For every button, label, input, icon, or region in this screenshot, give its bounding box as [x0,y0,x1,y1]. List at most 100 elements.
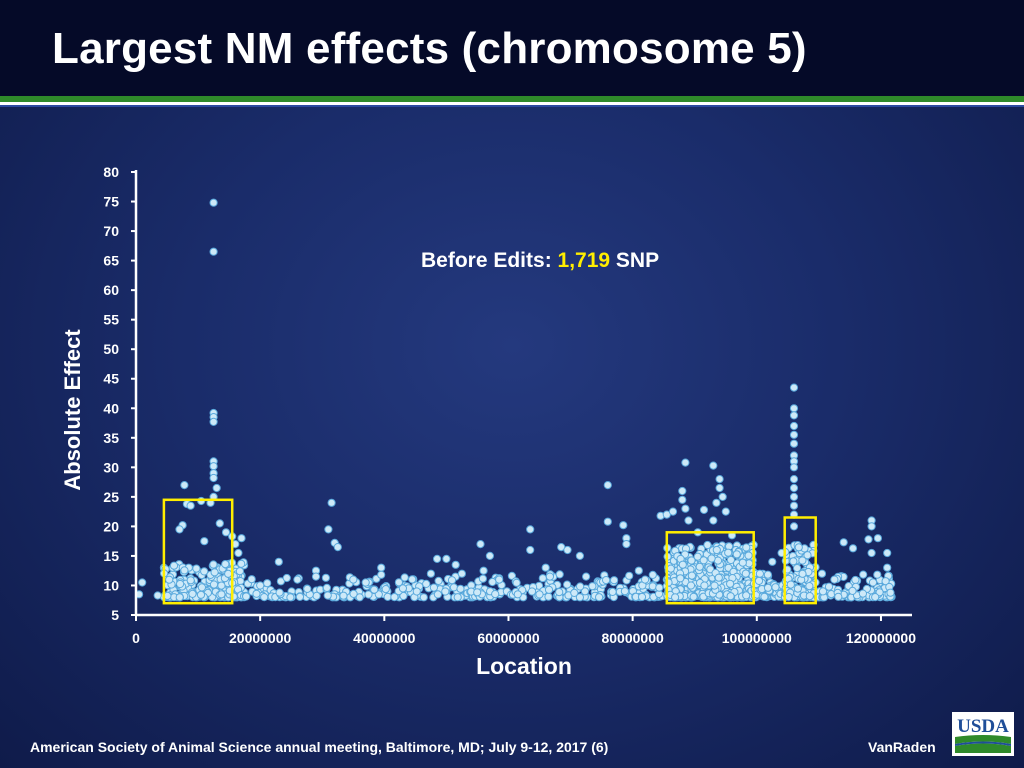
data-point [724,548,733,557]
data-point [721,507,730,516]
data-point [726,579,735,588]
data-point [293,575,302,584]
data-point [449,583,458,592]
data-point [377,563,386,572]
data-point [789,501,799,510]
data-point [252,589,261,598]
data-point [575,551,585,561]
data-point [286,593,295,602]
data-point [451,560,460,569]
data-point [370,585,379,594]
data-point [709,461,718,470]
data-point [247,575,256,584]
data-point [798,569,807,578]
data-point [408,575,417,584]
data-point [221,560,230,569]
data-point [322,583,331,593]
highlight-box [783,516,817,605]
data-point [602,576,611,585]
data-point [235,567,244,576]
data-point [215,519,224,528]
data-point [695,562,704,571]
title-bar: Largest NM effects (chromosome 5) [0,0,1024,96]
data-point [709,516,718,525]
data-point [830,575,839,584]
data-point [209,417,218,426]
data-point [755,569,765,578]
data-point [441,587,450,596]
data-point [718,492,727,501]
data-point [784,592,793,602]
data-point [805,592,814,601]
data-point [741,569,750,578]
data-point [744,551,753,560]
data-point [242,592,251,601]
data-point [217,581,226,590]
data-point [361,578,370,587]
data-point [535,590,544,599]
data-point [678,560,687,569]
data-point [803,551,812,560]
data-point [456,584,465,593]
data-point [789,439,799,448]
data-point [668,507,678,516]
data-point [138,578,147,587]
data-point [595,593,604,602]
data-point [544,585,554,594]
data-point [763,583,773,592]
slide-title: Largest NM effects (chromosome 5) [52,24,807,73]
data-point [858,589,868,598]
data-point [256,581,265,590]
data-point [324,525,333,534]
data-point [512,578,521,587]
data-point [217,590,226,599]
data-point [209,473,218,483]
data-point [200,537,209,546]
x-tick-label: 80000000 [601,630,664,646]
data-point [738,558,747,567]
data-point [603,481,612,490]
data-point [442,554,451,564]
data-point [883,548,892,558]
data-point [434,576,443,586]
data-point [655,583,664,592]
data-point [634,566,643,575]
data-point [303,584,312,594]
data-point [798,556,807,565]
data-point [364,590,373,599]
data-point [526,545,535,555]
data-point [867,548,876,558]
data-point [789,463,799,472]
data-point [789,383,799,392]
data-point [544,592,553,601]
data-point [209,198,218,207]
data-point [588,582,597,591]
data-point [648,570,657,580]
data-point [473,588,482,597]
data-point [622,540,631,549]
x-tick-label: 120000000 [846,630,916,646]
data-point [237,534,246,543]
data-point [689,592,698,601]
data-point [575,593,585,602]
data-point [224,569,233,578]
data-point [834,592,843,601]
data-point [580,587,590,596]
data-point [789,492,799,501]
data-point [824,582,834,591]
data-point [349,575,358,584]
data-point [513,590,522,599]
data-point [555,588,564,597]
data-point [209,580,219,589]
data-point [186,501,195,510]
data-point [620,587,630,596]
data-point [871,593,880,602]
data-point [686,581,696,590]
data-point [323,591,332,600]
data-point [678,495,687,504]
y-axis-label: Absolute Effect [60,329,85,491]
data-point [789,430,799,439]
data-point [383,592,392,602]
annotation-prefix: Before Edits: [421,249,558,272]
data-point [527,587,537,596]
